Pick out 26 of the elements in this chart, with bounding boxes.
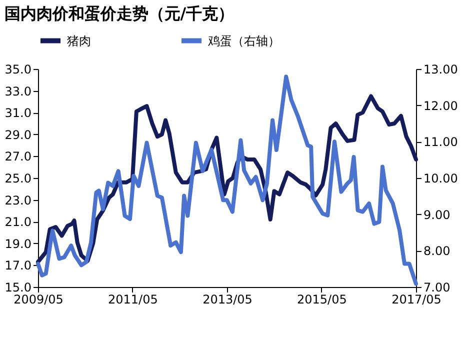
x-tick-label: 2015/05 bbox=[297, 292, 347, 306]
y-tick-label: 15.0 bbox=[4, 280, 32, 294]
chart-title: 国内肉价和蛋价走势（元/千克） bbox=[4, 4, 234, 23]
y2-tick-label: 13.00 bbox=[424, 62, 458, 76]
y2-tick-label: 7.00 bbox=[424, 280, 450, 294]
y-tick-label: 35.0 bbox=[4, 62, 32, 76]
y2-tick-label: 8.00 bbox=[424, 244, 450, 258]
x-tick-label: 2013/05 bbox=[202, 292, 252, 306]
y-tick-label: 29.0 bbox=[4, 128, 32, 142]
y2-tick-label: 12.00 bbox=[424, 98, 458, 113]
legend-label: 鸡蛋（右轴） bbox=[207, 34, 280, 48]
y-tick-label: 33.0 bbox=[4, 84, 32, 98]
x-tick-label: 2011/05 bbox=[108, 292, 158, 306]
legend-label: 猪肉 bbox=[67, 34, 91, 48]
y-tick-label: 19.0 bbox=[4, 236, 32, 251]
x-tick-label: 2017/05 bbox=[392, 292, 442, 306]
y-tick-label: 31.0 bbox=[4, 106, 32, 120]
y2-tick-label: 11.00 bbox=[424, 135, 458, 150]
y-tick-label: 23.0 bbox=[4, 193, 32, 208]
y2-tick-label: 9.00 bbox=[424, 208, 450, 222]
y-tick-label: 21.0 bbox=[4, 215, 32, 230]
y-tick-label: 17.0 bbox=[4, 258, 32, 273]
y-tick-label: 27.0 bbox=[4, 150, 32, 164]
x-tick-label: 2009/05 bbox=[14, 292, 64, 306]
y-tick-label: 25.0 bbox=[4, 172, 32, 186]
y2-tick-label: 10.00 bbox=[424, 172, 458, 186]
